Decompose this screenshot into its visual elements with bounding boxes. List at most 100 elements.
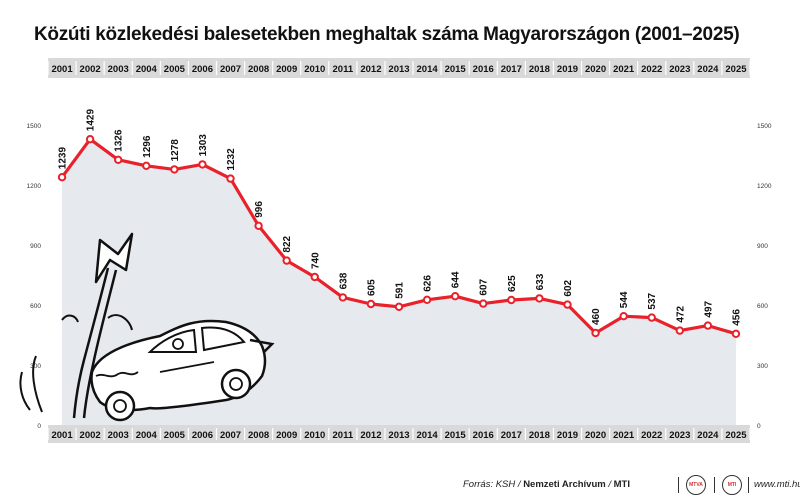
bottom-year-label: 2020 — [585, 430, 606, 441]
bottom-year-label: 2016 — [473, 430, 494, 441]
y-tick-label-right: 1200 — [757, 183, 772, 190]
y-tick-label-right: 0 — [757, 423, 761, 430]
data-point — [310, 272, 319, 282]
data-label: 1239 — [58, 147, 69, 170]
top-year-label: 2003 — [108, 64, 129, 75]
source-url: www.mti.hu — [754, 479, 800, 490]
top-year-label: 2010 — [304, 64, 325, 75]
bottom-year-label: 2006 — [192, 430, 213, 441]
top-year-label: 2002 — [80, 64, 101, 75]
bottom-year-label: 2010 — [304, 430, 325, 441]
data-label: 626 — [423, 275, 434, 292]
data-label: 472 — [675, 305, 686, 322]
data-label: 537 — [647, 292, 658, 309]
footer-divider — [714, 477, 715, 493]
data-point — [57, 173, 67, 182]
data-label: 607 — [479, 278, 490, 295]
data-point — [282, 256, 291, 265]
top-year-label: 2016 — [473, 64, 494, 75]
top-year-label: 2024 — [697, 64, 719, 75]
data-label: 1429 — [86, 109, 97, 132]
top-year-label: 2021 — [613, 64, 635, 75]
top-year-band — [48, 58, 750, 78]
bottom-year-label: 2017 — [501, 430, 522, 441]
bottom-year-label: 2025 — [725, 430, 747, 441]
data-point — [479, 299, 488, 308]
top-year-label: 2007 — [220, 64, 241, 75]
data-label: 605 — [366, 279, 377, 296]
bottom-year-label: 2012 — [360, 430, 381, 441]
source-label: Forrás: KSH / — [463, 479, 524, 490]
y-tick-label-left: 900 — [30, 243, 41, 250]
data-label: 544 — [619, 291, 630, 308]
y-tick-label-right: 1500 — [757, 123, 772, 130]
data-point — [731, 329, 741, 338]
data-label: 1296 — [142, 135, 153, 158]
data-label: 638 — [338, 272, 349, 289]
y-tick-label-left: 1500 — [27, 123, 42, 130]
top-year-label: 2025 — [725, 64, 747, 75]
footer-divider — [748, 477, 749, 493]
source-separator: / — [605, 479, 614, 490]
y-tick-label-right: 600 — [757, 303, 768, 310]
y-tick-label-right: 300 — [757, 363, 768, 370]
data-label: 644 — [451, 271, 462, 288]
data-point — [114, 155, 123, 165]
top-year-label: 2022 — [641, 64, 662, 75]
bottom-year-label: 2018 — [529, 430, 550, 441]
chart-title: Közúti közlekedési balesetekben meghalta… — [34, 24, 740, 45]
top-year-label: 2012 — [360, 64, 381, 75]
top-year-label: 2023 — [669, 64, 690, 75]
bottom-year-label: 2004 — [136, 430, 158, 441]
data-label: 1326 — [114, 129, 125, 152]
data-label: 591 — [395, 282, 406, 299]
mti-logo: MTI — [722, 475, 742, 495]
top-year-label: 2009 — [276, 64, 297, 75]
top-year-label: 2005 — [164, 64, 186, 75]
top-year-label: 2018 — [529, 64, 550, 75]
data-point — [647, 313, 656, 322]
data-point — [85, 135, 95, 144]
top-year-label: 2008 — [248, 64, 269, 75]
bottom-year-label: 2005 — [164, 430, 186, 441]
top-year-label: 2004 — [136, 64, 158, 75]
bottom-year-label: 2008 — [248, 430, 269, 441]
bottom-year-label: 2015 — [445, 430, 467, 441]
data-label: 602 — [563, 279, 574, 296]
data-point — [366, 299, 376, 309]
data-label: 1278 — [170, 139, 181, 162]
year-bands: 2001 2002 2003 2004 2005 2006 2007 2008 2009 2010… — [47, 58, 751, 443]
data-point — [170, 165, 179, 174]
data-label: 460 — [591, 308, 602, 325]
bottom-year-label: 2002 — [80, 430, 101, 441]
top-year-label: 2013 — [388, 64, 409, 75]
data-point — [507, 295, 516, 305]
data-label: 822 — [282, 235, 293, 252]
data-point — [619, 312, 628, 321]
bottom-year-label: 2014 — [417, 430, 439, 441]
y-tick-label-left: 600 — [30, 303, 41, 310]
top-year-label: 2017 — [501, 64, 522, 75]
source-credit: Forrás: KSH / Nemzeti Archívum / MTI — [463, 479, 630, 490]
top-year-label: 2006 — [192, 64, 213, 75]
data-point — [675, 326, 684, 335]
data-label: 456 — [731, 309, 742, 326]
data-point — [394, 302, 404, 311]
data-label: 740 — [310, 252, 321, 269]
top-year-label: 2001 — [51, 64, 73, 75]
data-label: 497 — [703, 300, 714, 317]
top-year-label: 2011 — [333, 64, 354, 75]
bottom-year-label: 2024 — [697, 430, 719, 441]
data-label: 633 — [535, 273, 546, 290]
data-point — [226, 174, 235, 183]
data-point — [142, 161, 151, 171]
top-year-label: 2014 — [417, 64, 439, 75]
data-labels: 1239 1429 1326 1296 1278 1303 1232 996 822 740 638… — [58, 109, 743, 326]
footer-divider — [678, 477, 679, 493]
y-tick-label-right: 900 — [757, 243, 768, 250]
data-point — [535, 294, 544, 303]
bottom-year-label: 2023 — [669, 430, 690, 441]
bottom-year-label: 2022 — [641, 430, 662, 441]
top-year-label: 2015 — [445, 64, 467, 75]
